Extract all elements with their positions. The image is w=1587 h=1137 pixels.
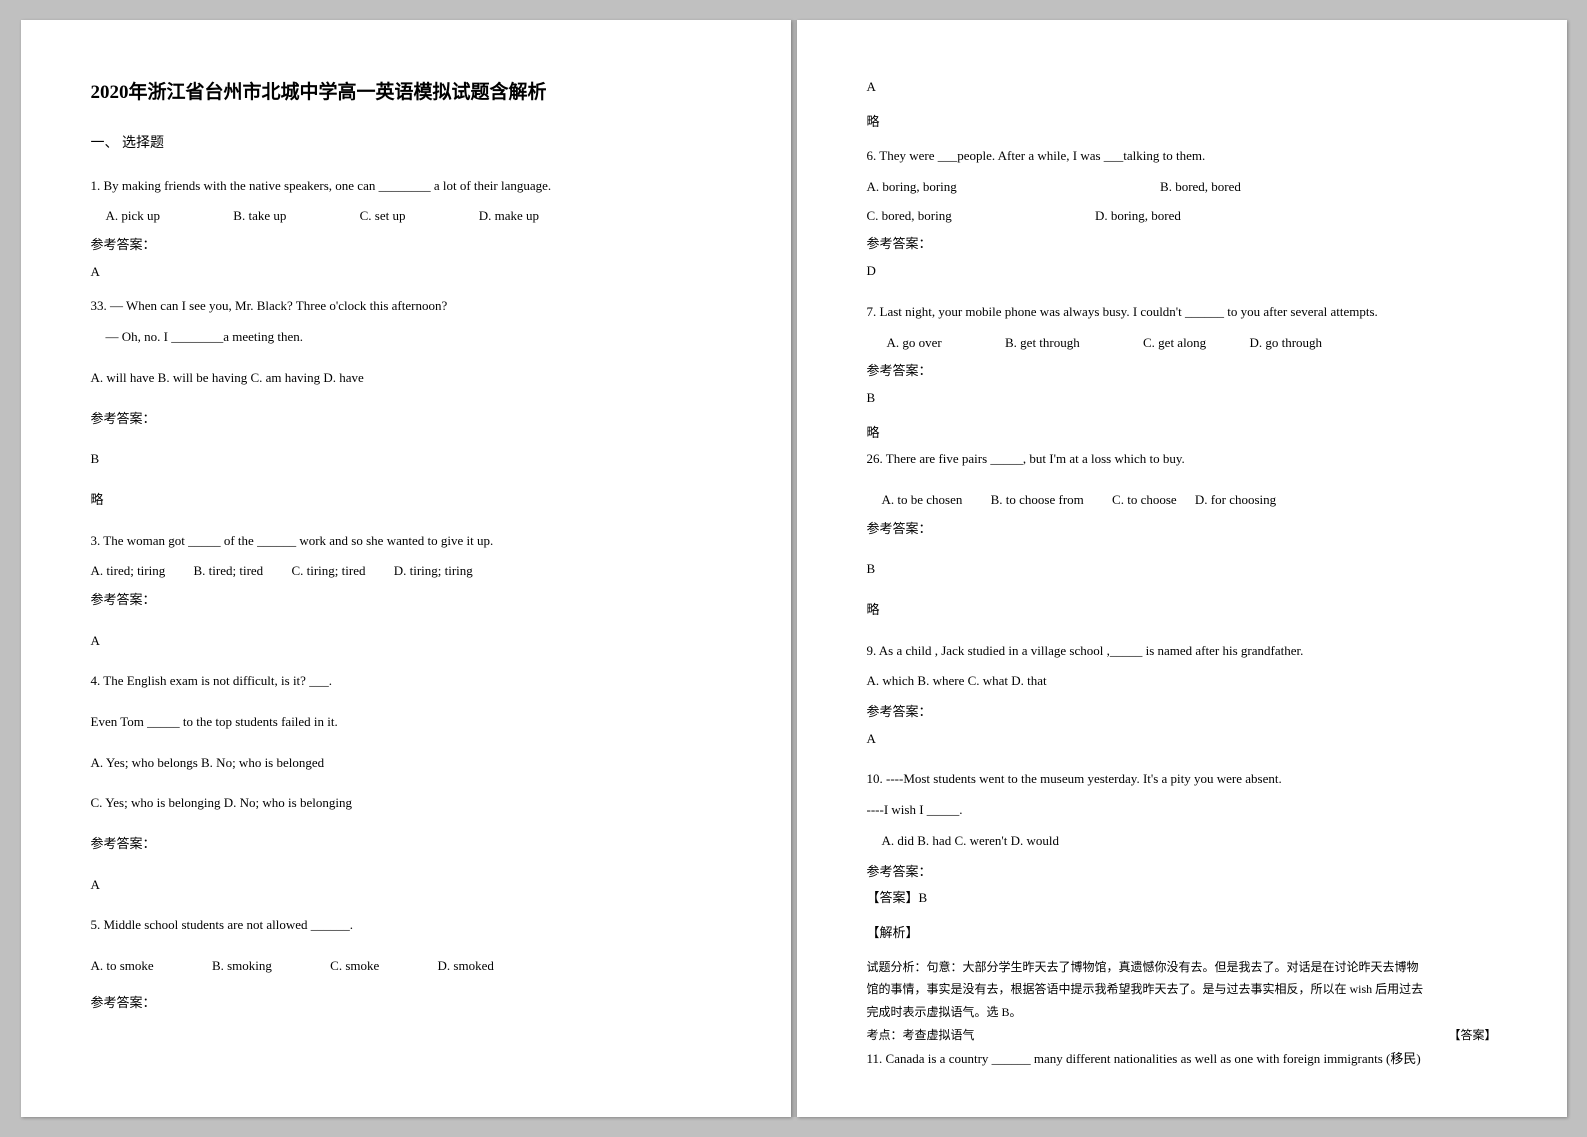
q10-ans-label: 【答案】B (867, 886, 1497, 911)
q3-answer-label: 参考答案： (91, 588, 721, 613)
q4-optLine2: C. Yes; who is belonging D. No; who is b… (91, 791, 721, 816)
q9-options: A. which B. where C. what D. that (867, 669, 1497, 694)
q5-options: A. to smoke B. smoking C. smoke D. smoke… (91, 954, 721, 979)
q3-optB: B. tired; tired (194, 559, 264, 584)
q3-optC: C. tiring; tired (291, 559, 365, 584)
q11-text: 11. Canada is a country ______ many diff… (867, 1047, 1497, 1072)
q4-line2: Even Tom _____ to the top students faile… (91, 710, 721, 735)
page-left: 2020年浙江省台州市北城中学高一英语模拟试题含解析 一、 选择题 1. By … (21, 20, 791, 1117)
q1-optD: D. make up (479, 204, 539, 229)
q1-optA: A. pick up (106, 204, 161, 229)
q8-optB: B. to choose from (991, 488, 1084, 513)
page-container: 2020年浙江省台州市北城中学高一英语模拟试题含解析 一、 选择题 1. By … (21, 20, 1567, 1117)
q5-optC: C. smoke (330, 954, 379, 979)
q5-answer-label: 参考答案： (91, 991, 721, 1016)
q10-bracket: 【答案】 (1448, 1024, 1496, 1047)
q2-line2: — Oh, no. I ________a meeting then. (106, 325, 721, 350)
document-title: 2020年浙江省台州市北城中学高一英语模拟试题含解析 (91, 75, 721, 111)
page-right: A 略 6. They were ___people. After a whil… (797, 20, 1567, 1117)
q2-text: 33. — When can I see you, Mr. Black? Thr… (91, 294, 721, 319)
q5-optD: D. smoked (438, 954, 494, 979)
q5-optA: A. to smoke (91, 954, 154, 979)
q3-optA: A. tired; tiring (91, 559, 166, 584)
q10-analysis1: 试题分析：句意：大部分学生昨天去了博物馆，真遗憾你没有去。但是我去了。对话是在讨… (867, 956, 1497, 979)
q5-note: 略 (867, 110, 1497, 135)
q10-analysis3: 完成时表示虚拟语气。选 B。 (867, 1001, 1497, 1024)
q10-text: 10. ----Most students went to the museum… (867, 767, 1497, 792)
q5-optB: B. smoking (212, 954, 272, 979)
q7-answer-label: 参考答案： (867, 359, 1497, 384)
q3-answer: A (91, 629, 721, 654)
q3-text: 3. The woman got _____ of the ______ wor… (91, 529, 721, 554)
q2-answer-label: 参考答案： (91, 407, 721, 432)
q7-answer: B (867, 386, 1497, 411)
q1-optB: B. take up (233, 204, 286, 229)
q6-answer-label: 参考答案： (867, 232, 1497, 257)
q7-text: 7. Last night, your mobile phone was alw… (867, 300, 1497, 325)
q10-line2: ----I wish I _____. (867, 798, 1497, 823)
q1-answer-label: 参考答案： (91, 233, 721, 258)
q7-note: 略 (867, 421, 1497, 446)
q7-optB: B. get through (1005, 331, 1080, 356)
q9-answer-label: 参考答案： (867, 700, 1497, 725)
q6-optC: C. bored, boring (867, 204, 952, 229)
q1-optC: C. set up (360, 204, 406, 229)
q6-optB: B. bored, bored (1160, 175, 1241, 200)
q7-optC: C. get along (1143, 331, 1206, 356)
q2-answer: B (91, 447, 721, 472)
q7-optA: A. go over (887, 331, 942, 356)
q10-answer-label: 参考答案： (867, 860, 1497, 885)
q4-text: 4. The English exam is not difficult, is… (91, 669, 721, 694)
q8-answer-label: 参考答案： (867, 517, 1497, 542)
q4-answer: A (91, 873, 721, 898)
section1-header: 一、 选择题 (91, 131, 721, 158)
q9-text: 9. As a child , Jack studied in a villag… (867, 639, 1497, 664)
q7-optD: D. go through (1249, 331, 1322, 356)
q4-answer-label: 参考答案： (91, 832, 721, 857)
q8-text: 26. There are five pairs _____, but I'm … (867, 447, 1497, 472)
q8-answer: B (867, 557, 1497, 582)
q6-optD: D. boring, bored (1095, 204, 1181, 229)
q9-answer: A (867, 727, 1497, 752)
q6-options-row1: A. boring, boring B. bored, bored (867, 175, 1497, 200)
q5-text: 5. Middle school students are not allowe… (91, 913, 721, 938)
q4-optLine1: A. Yes; who belongs B. No; who is belong… (91, 751, 721, 776)
q8-options: A. to be chosen B. to choose from C. to … (867, 488, 1497, 513)
q3-optD: D. tiring; tiring (394, 559, 473, 584)
q6-optA: A. boring, boring (867, 175, 957, 200)
q2-note: 略 (91, 488, 721, 513)
q2-options: A. will have B. will be having C. am hav… (91, 366, 721, 391)
q10-analysis2: 馆的事情，事实是没有去，根据答语中提示我希望我昨天去了。是与过去事实相反，所以在… (867, 978, 1497, 1001)
q3-options: A. tired; tiring B. tired; tired C. tiri… (91, 559, 721, 584)
q8-optA: A. to be chosen (882, 488, 963, 513)
q7-options: A. go over B. get through C. get along D… (867, 331, 1497, 356)
q5-answer: A (867, 75, 1497, 100)
q1-text: 1. By making friends with the native spe… (91, 174, 721, 199)
q10-note: 考点：考查虚拟语气 (867, 1024, 975, 1047)
q1-answer: A (91, 260, 721, 285)
q10-options: A. did B. had C. weren't D. would (882, 829, 1497, 854)
q8-optC: C. to choose (1112, 488, 1177, 513)
q10-analysis-label: 【解析】 (867, 921, 1497, 946)
q6-options-row2: C. bored, boring D. boring, bored (867, 204, 1497, 229)
q6-text: 6. They were ___people. After a while, I… (867, 144, 1497, 169)
q8-note: 略 (867, 598, 1497, 623)
q1-options: A. pick up B. take up C. set up D. make … (91, 204, 721, 229)
q8-optD: D. for choosing (1195, 488, 1276, 513)
q6-answer: D (867, 259, 1497, 284)
